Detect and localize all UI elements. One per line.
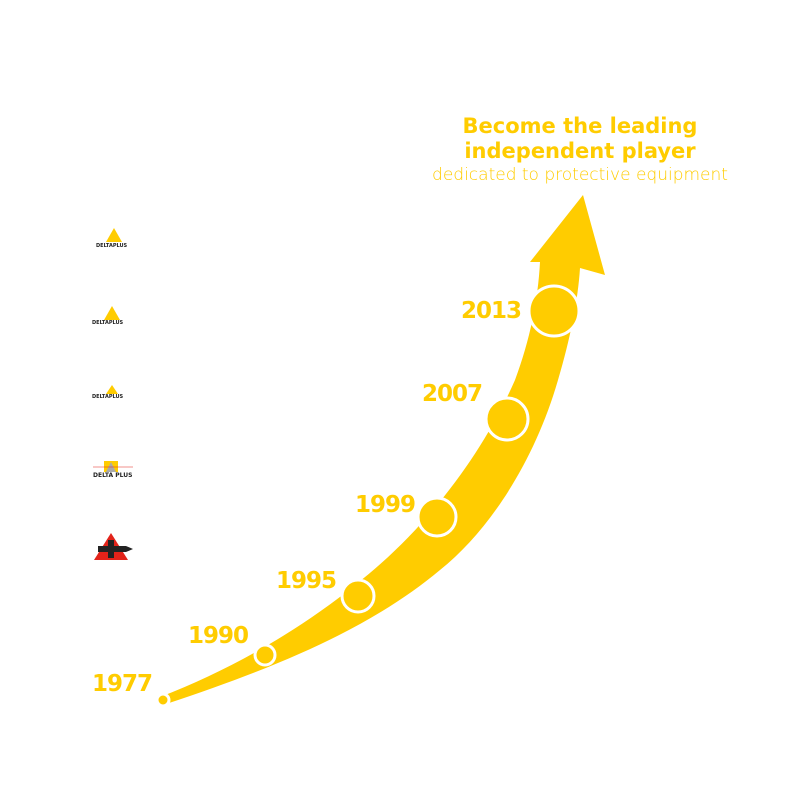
logo-cross-1977 <box>98 540 133 558</box>
year-label: 1977 <box>92 671 153 697</box>
logo-triangle-1999 <box>106 385 118 394</box>
logo-text: DELTAPLUS <box>96 243 128 249</box>
year-label: 1995 <box>276 568 337 594</box>
year-label: 2007 <box>422 381 483 407</box>
year-label: 1999 <box>355 492 416 518</box>
goal-subtitle: dedicated to protective equipment <box>432 165 728 185</box>
year-label: 1990 <box>188 623 249 649</box>
milestone-dot-1990 <box>253 643 277 667</box>
milestone-dot-1995 <box>340 578 376 614</box>
goal-line-2: independent player <box>464 139 696 163</box>
logo-triangle-2013 <box>106 228 122 242</box>
goal-line-1: Become the leading <box>462 114 698 138</box>
milestone-dot-1977 <box>155 692 171 708</box>
logo-text: DELTAPLUS <box>92 320 124 326</box>
year-label: 2013 <box>461 298 522 324</box>
milestone-dot-2013 <box>527 284 581 338</box>
milestone-dot-1999 <box>416 496 458 538</box>
logo-text: DELTA PLUS <box>93 472 133 479</box>
logo-text: DELTAPLUS <box>92 394 124 400</box>
milestone-dot-2007 <box>484 396 530 442</box>
logo-triangle-2007 <box>104 306 120 320</box>
goal-title: Become the leading independent player de… <box>420 114 740 186</box>
arrow-body <box>160 195 605 704</box>
